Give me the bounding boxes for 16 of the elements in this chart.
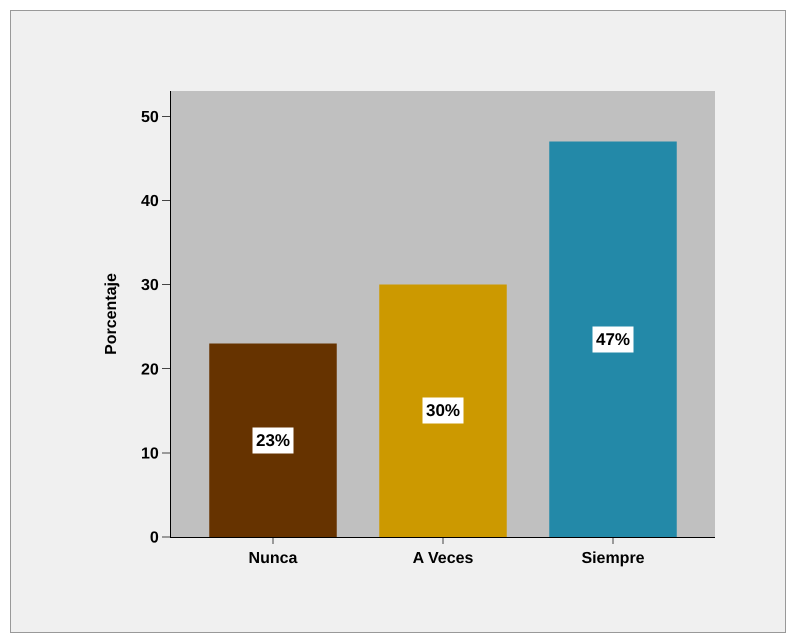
- y-tick-label: 30: [141, 277, 159, 294]
- y-tick-label: 50: [141, 108, 159, 126]
- y-tick-label: 0: [150, 530, 159, 547]
- bar: [549, 141, 677, 537]
- x-tick-label: Nunca: [248, 550, 298, 568]
- x-tick-label: A Veces: [412, 550, 474, 568]
- y-tick-label: 20: [141, 361, 159, 378]
- x-tick-label: Siempre: [581, 550, 645, 568]
- y-tick-label: 10: [141, 445, 159, 462]
- data-label: 23%: [256, 431, 290, 450]
- data-label: 30%: [426, 401, 460, 420]
- y-axis-title: Porcentaje: [102, 272, 120, 355]
- bar: [209, 343, 337, 537]
- y-tick-label: 40: [141, 193, 159, 210]
- data-label: 47%: [596, 330, 630, 349]
- bar: [379, 284, 507, 537]
